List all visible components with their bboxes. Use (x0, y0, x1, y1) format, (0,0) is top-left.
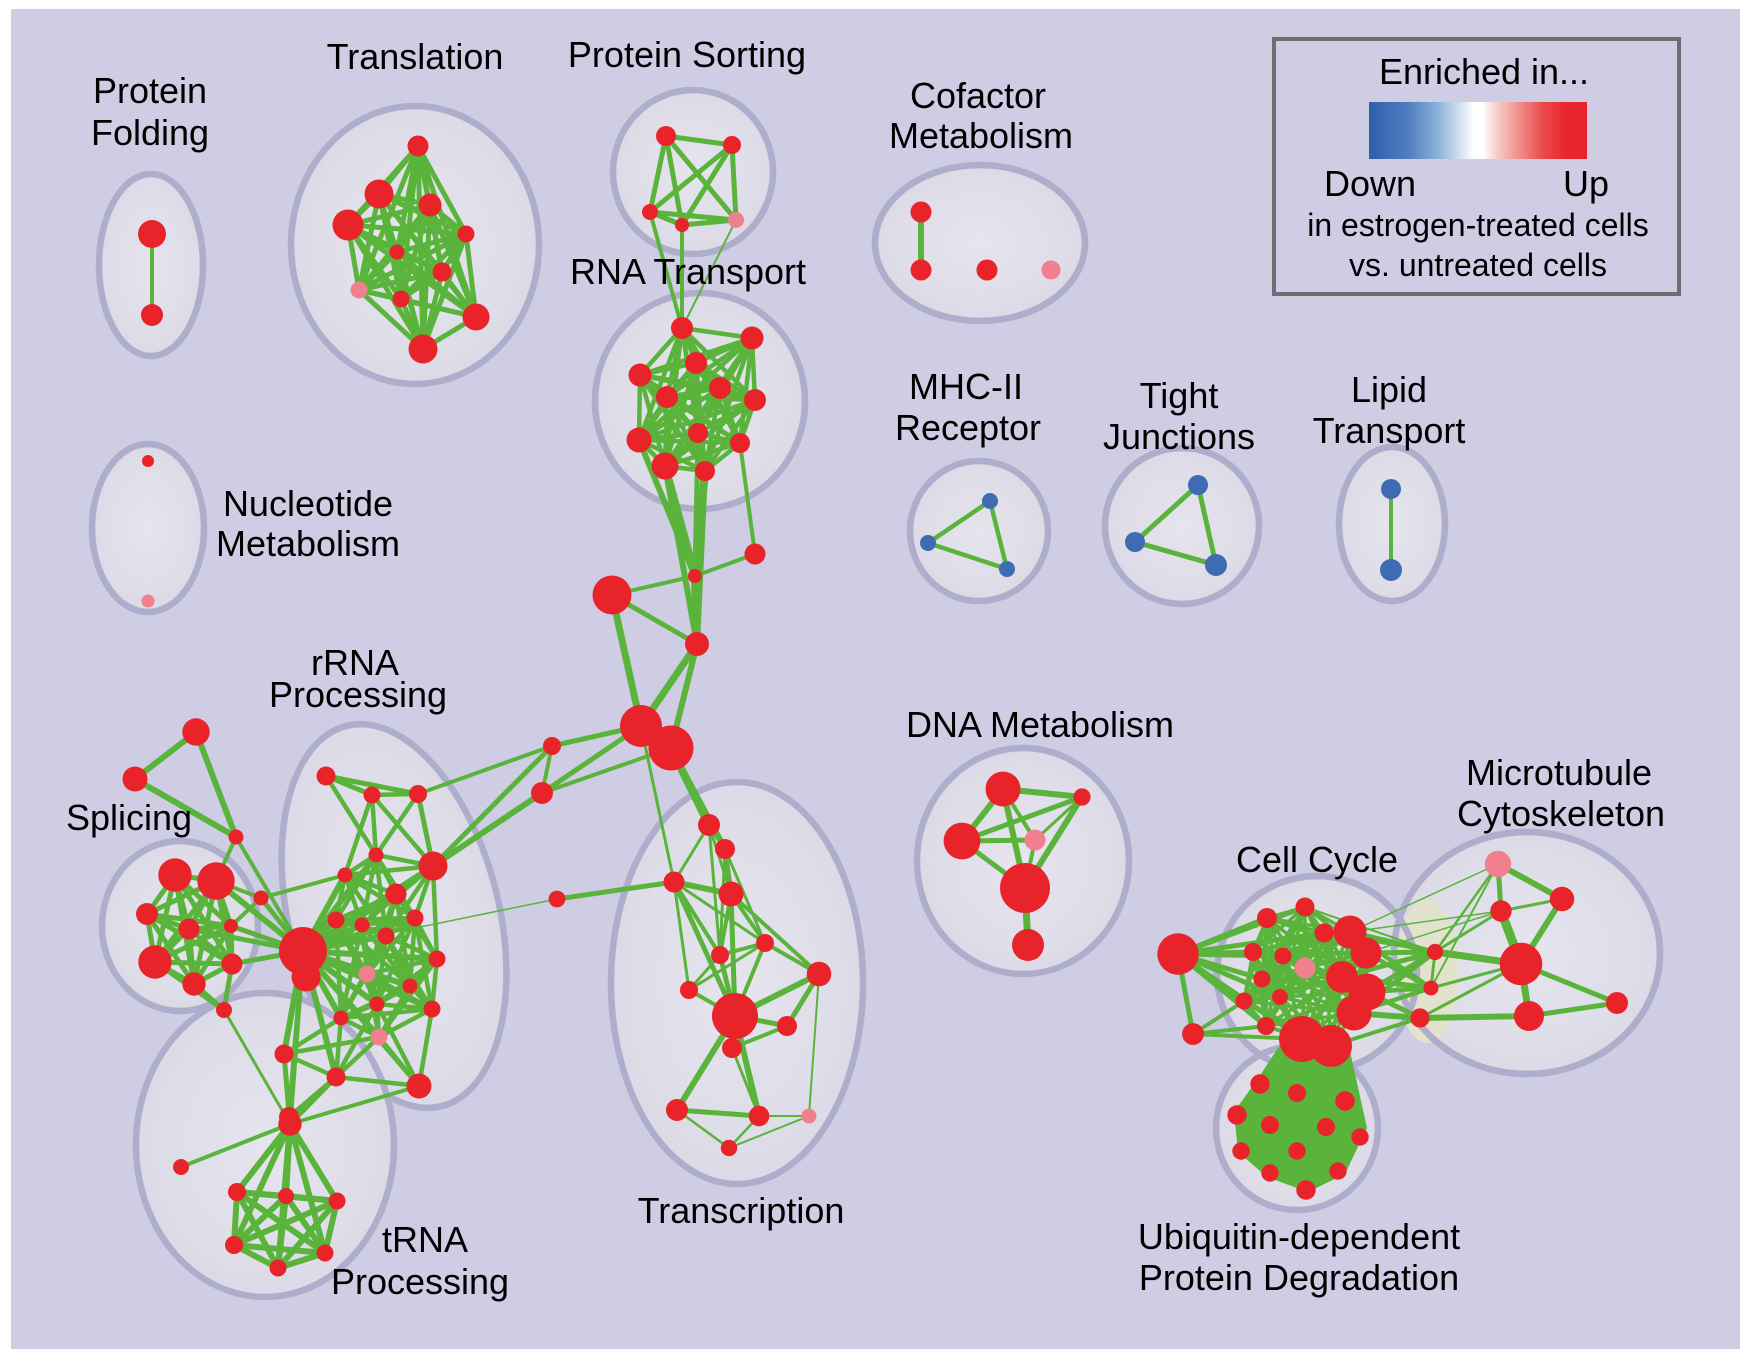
svg-text:Ubiquitin-dependent: Ubiquitin-dependent (1138, 1216, 1460, 1257)
svg-text:Cofactor: Cofactor (910, 75, 1046, 116)
svg-text:Lipid: Lipid (1351, 369, 1427, 410)
svg-text:rRNA: rRNA (311, 642, 399, 683)
svg-text:Tight: Tight (1140, 375, 1219, 416)
svg-text:RNA Transport: RNA Transport (570, 251, 806, 292)
svg-text:Protein Sorting: Protein Sorting (568, 34, 806, 75)
svg-text:Cytoskeleton: Cytoskeleton (1457, 793, 1665, 834)
svg-text:Microtubule: Microtubule (1466, 752, 1652, 793)
svg-text:Metabolism: Metabolism (889, 115, 1073, 156)
svg-text:Up: Up (1563, 163, 1609, 204)
svg-text:Transcription: Transcription (638, 1190, 845, 1231)
svg-text:in estrogen-treated cells: in estrogen-treated cells (1307, 207, 1649, 243)
svg-text:Down: Down (1324, 163, 1416, 204)
svg-text:Junctions: Junctions (1103, 416, 1255, 457)
svg-text:Transport: Transport (1313, 410, 1466, 451)
svg-text:Protein Degradation: Protein Degradation (1139, 1257, 1459, 1298)
svg-text:Nucleotide: Nucleotide (223, 483, 393, 524)
svg-text:DNA Metabolism: DNA Metabolism (906, 704, 1174, 745)
svg-text:vs. untreated cells: vs. untreated cells (1349, 247, 1607, 283)
svg-text:Folding: Folding (91, 112, 209, 153)
svg-text:Splicing: Splicing (66, 797, 192, 838)
svg-text:Metabolism: Metabolism (216, 523, 400, 564)
svg-text:Enriched in...: Enriched in... (1379, 51, 1589, 92)
svg-text:Cell Cycle: Cell Cycle (1236, 839, 1398, 880)
svg-text:Receptor: Receptor (895, 407, 1041, 448)
svg-text:Protein: Protein (93, 70, 207, 111)
svg-text:Processing: Processing (331, 1261, 509, 1302)
svg-text:tRNA: tRNA (382, 1219, 468, 1260)
svg-text:Processing: Processing (269, 674, 447, 715)
svg-text:Translation: Translation (327, 36, 504, 77)
svg-text:MHC-II: MHC-II (909, 366, 1023, 407)
